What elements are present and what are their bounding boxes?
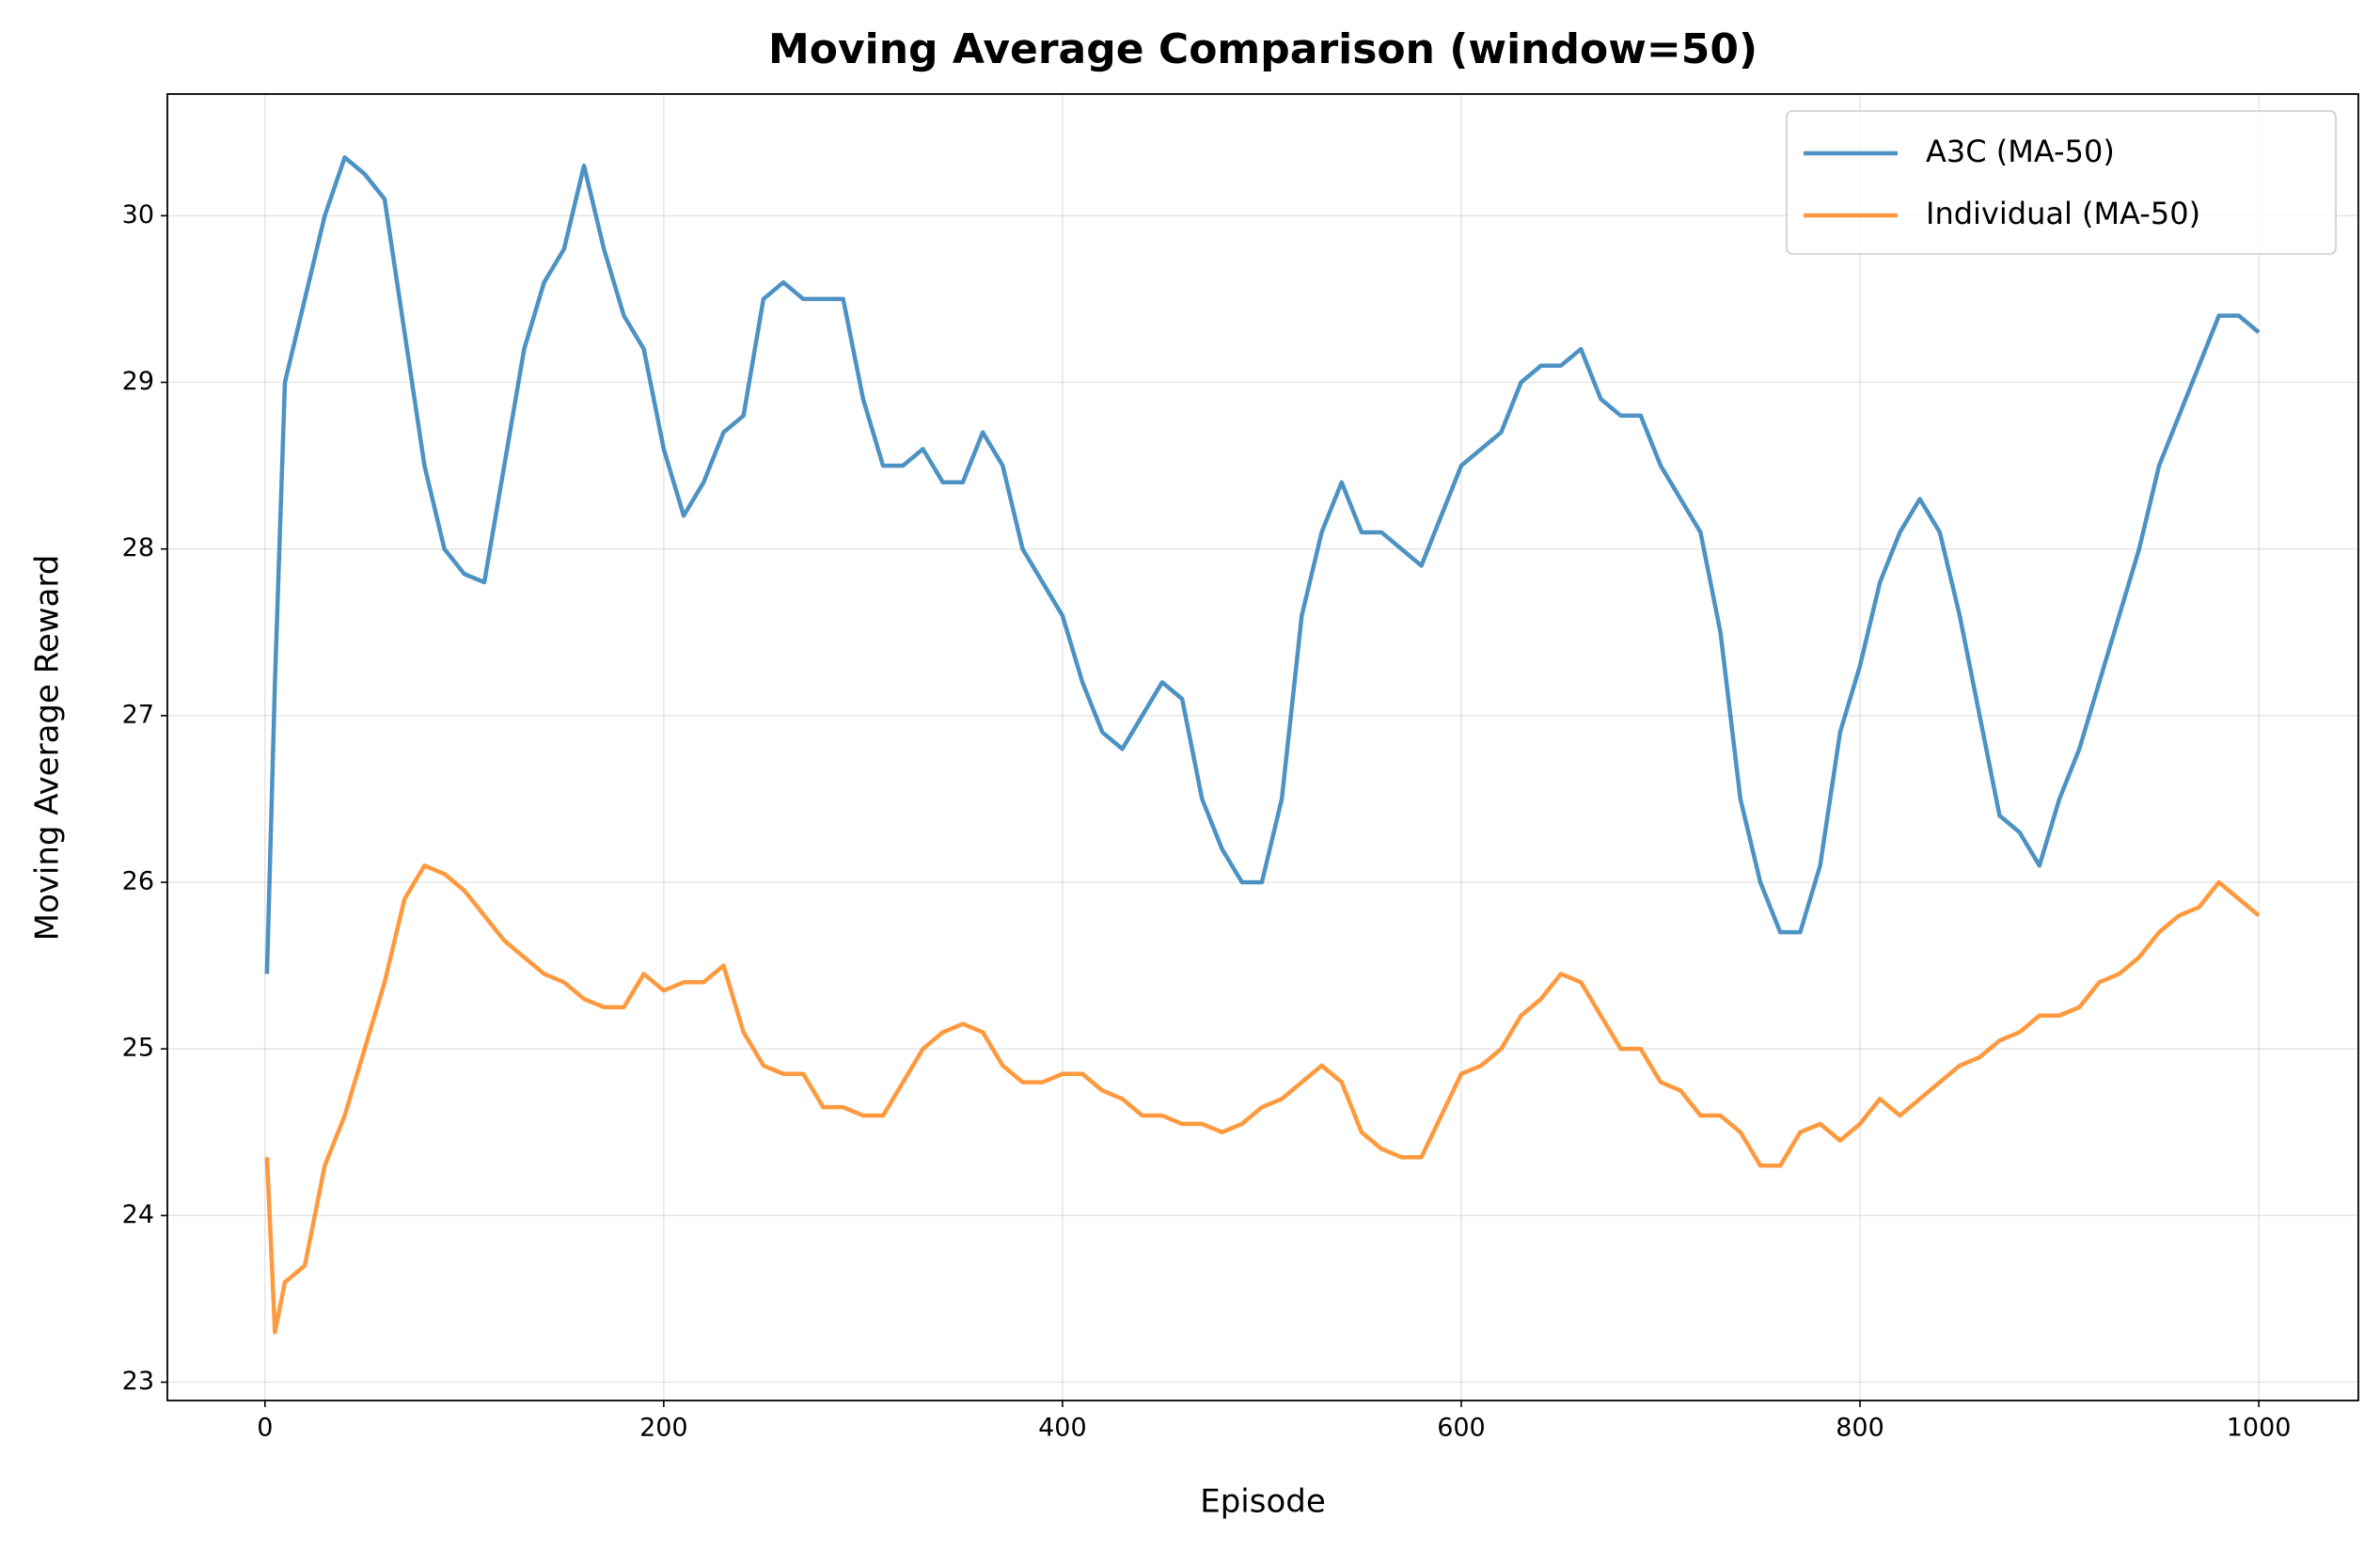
line: [264, 155, 2261, 974]
line: [264, 863, 2261, 1335]
y-tick-label: 24: [122, 1200, 154, 1229]
chart-title: Moving Average Comparison (window=50): [768, 25, 1757, 73]
x-tick-label: 200: [639, 1414, 688, 1443]
x-tick-label: 1000: [2227, 1414, 2292, 1443]
x-tick-label: 800: [1836, 1414, 1884, 1443]
y-tick-label: 30: [122, 200, 154, 229]
y-tick-label: 28: [122, 533, 154, 562]
legend-box: [1786, 110, 2337, 255]
x-tick-label: 0: [257, 1414, 273, 1443]
x-axis-label: Episode: [1200, 1483, 1326, 1521]
y-tick-label: 25: [122, 1034, 154, 1063]
y-tick-label: 26: [122, 867, 154, 896]
y-tick-label: 29: [122, 367, 154, 396]
x-tick-label: 600: [1437, 1414, 1486, 1443]
legend-label: A3C (MA-50): [1926, 134, 2115, 169]
plot-frame: [166, 93, 2359, 1401]
y-axis-label: Moving Average Reward: [29, 555, 67, 942]
y-tick-label: 27: [122, 700, 154, 729]
x-tick-label: 400: [1038, 1414, 1087, 1443]
y-tick-label: 23: [122, 1367, 154, 1396]
legend-label: Individual (MA-50): [1926, 196, 2200, 231]
